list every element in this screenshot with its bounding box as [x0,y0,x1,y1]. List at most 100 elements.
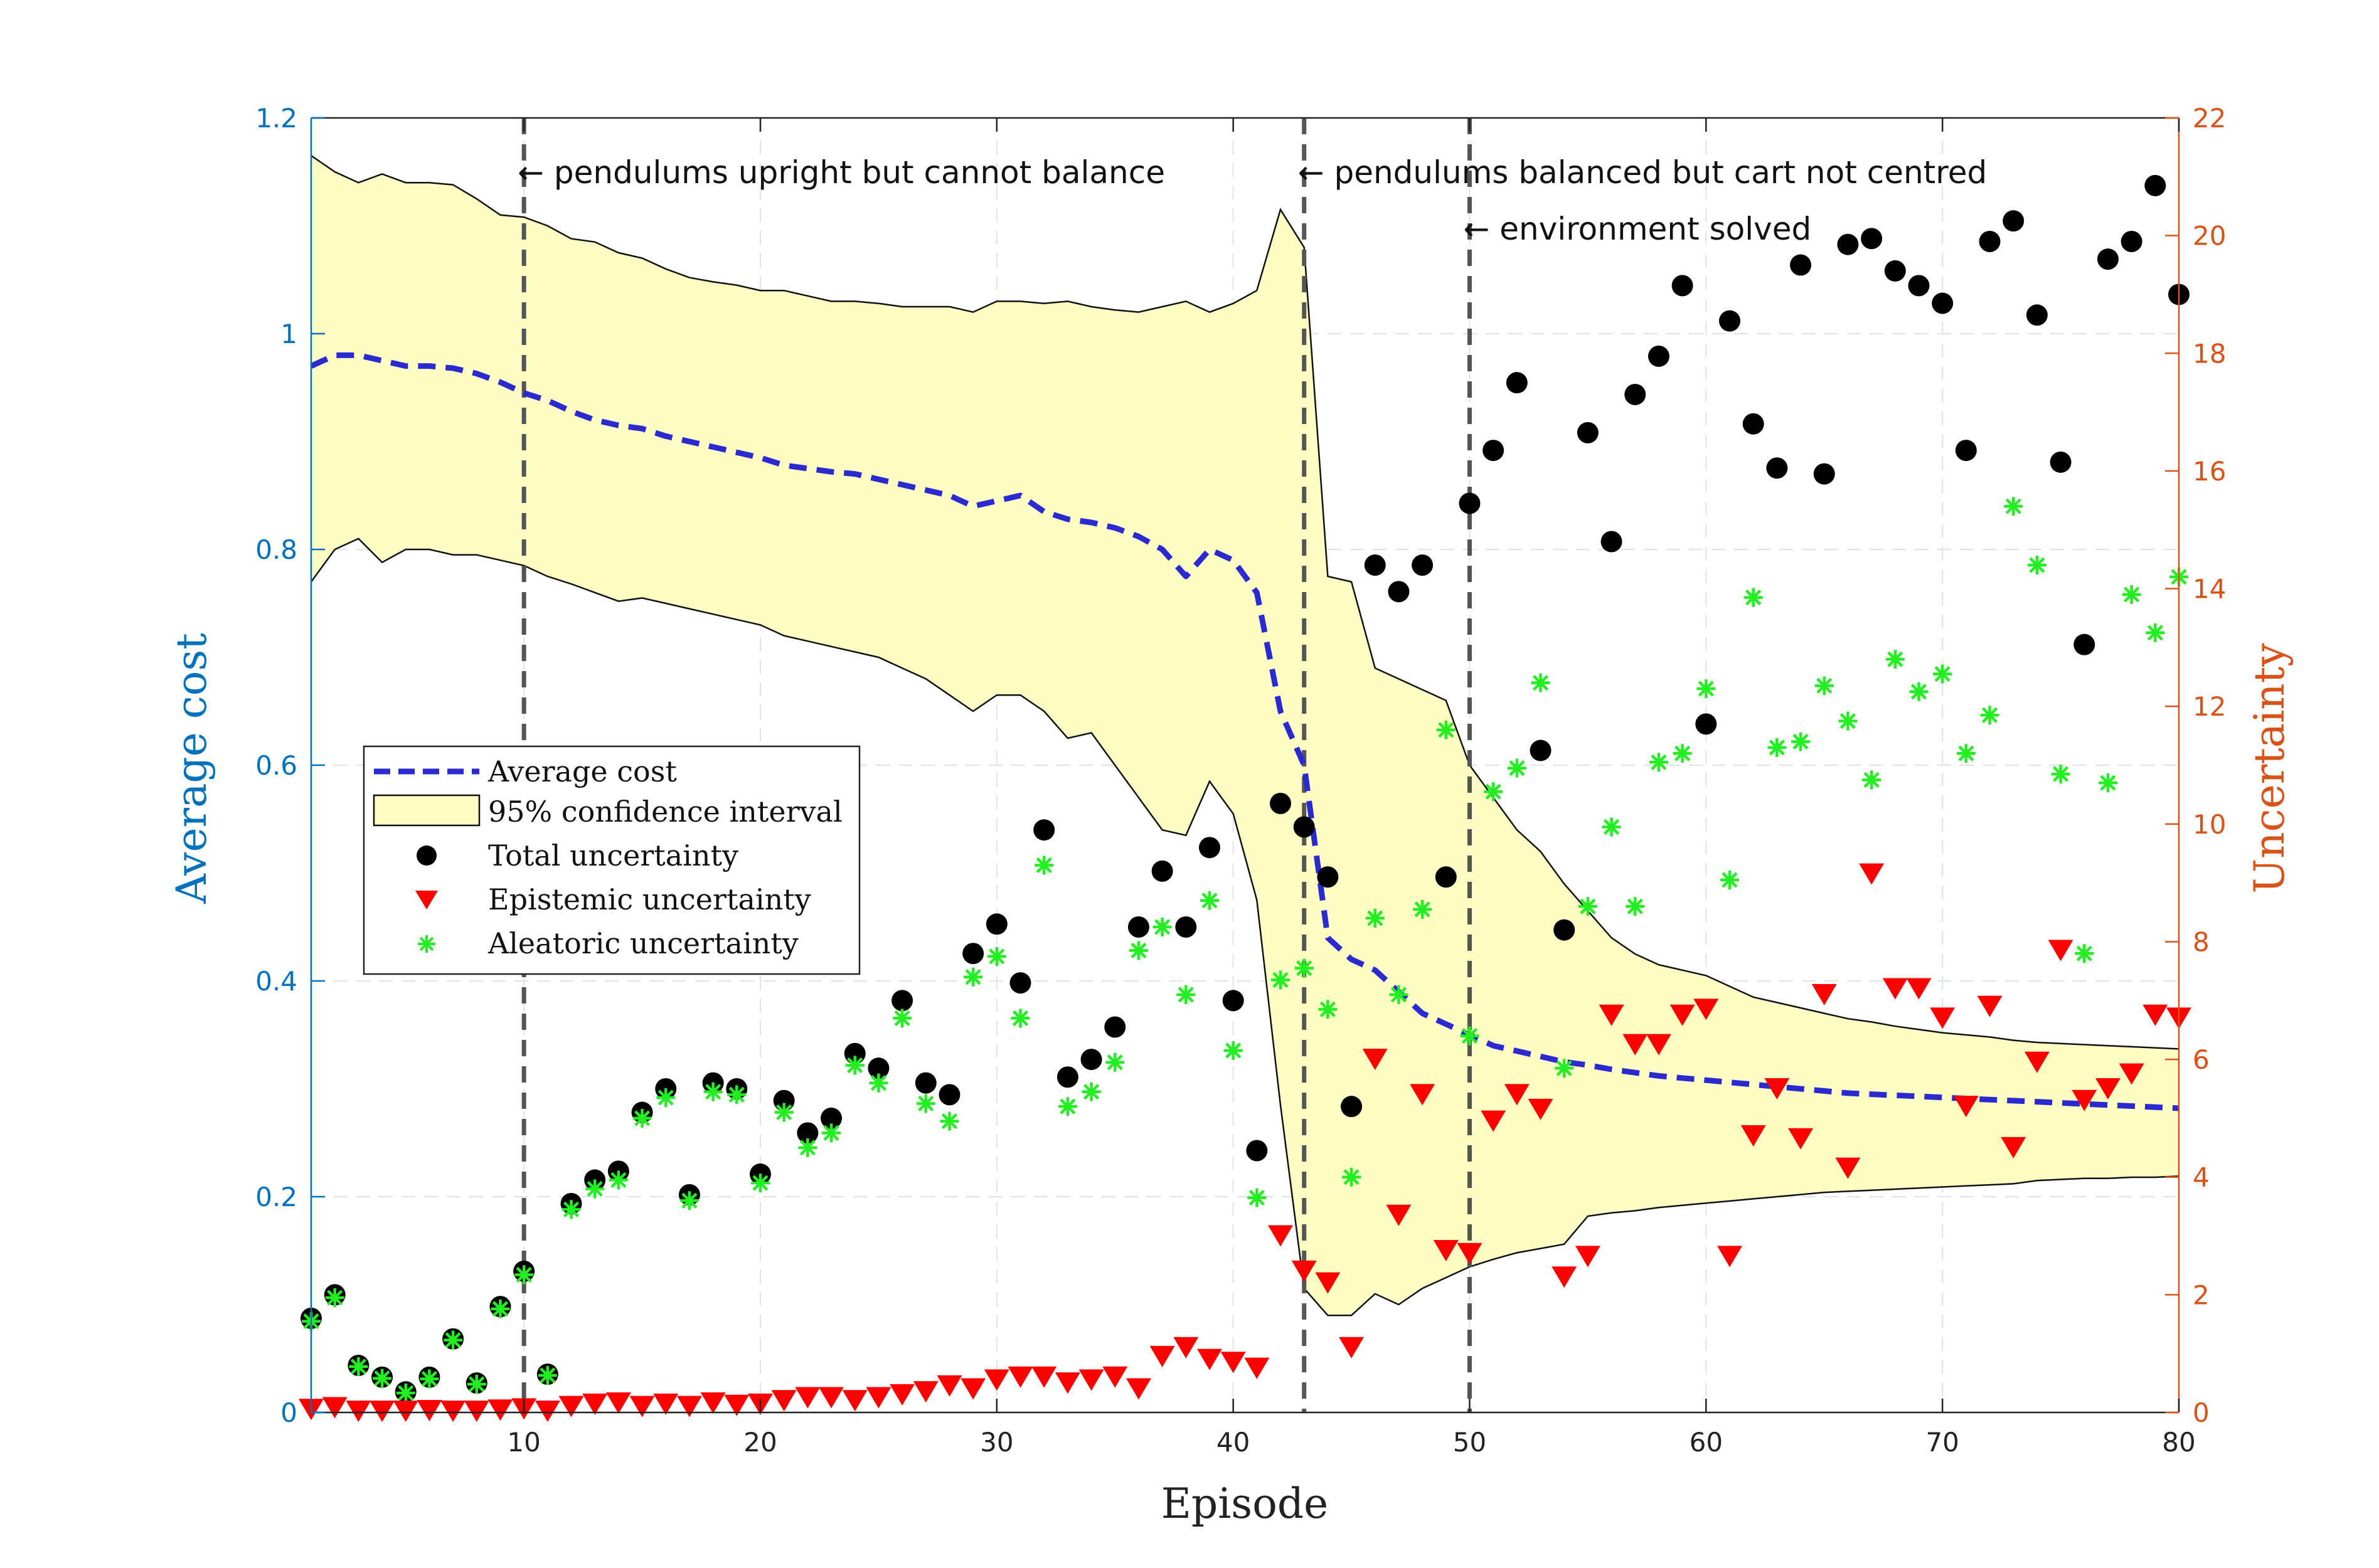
aleatoric-point-77 [2098,773,2117,793]
total-point-56 [1600,531,1622,553]
total-point-79 [2144,174,2166,196]
epistemic-point-7 [440,1401,466,1422]
aleatoric-stroke [1319,1001,1336,1017]
aleatoric-stroke [870,1075,886,1091]
aleatoric-point-39 [1200,891,1219,910]
total-point-44 [1317,866,1339,888]
epistemic-point-39 [1196,1348,1222,1370]
aleatoric-point-34 [1082,1082,1101,1101]
aleatoric-point-42 [1271,970,1291,990]
aleatoric-point-58 [1649,753,1668,772]
ci-lower-edge [310,538,2179,1316]
aleatoric-point-30 [987,946,1006,966]
aleatoric-stroke [1604,818,1620,835]
total-point-35 [1104,1016,1126,1038]
epistemic-point-77 [2095,1078,2121,1099]
total-point-32 [1033,819,1055,841]
aleatoric-stroke [1438,722,1454,738]
epistemic-point-56 [1599,1004,1624,1026]
markers-group [299,174,2191,1422]
epistemic-point-38 [1173,1337,1199,1359]
aleatoric-stroke [1722,872,1738,888]
epistemic-point-19 [724,1394,750,1416]
total-point-75 [2050,451,2072,473]
epistemic-point-30 [984,1369,1009,1391]
epistemic-point-79 [2142,1004,2168,1026]
annotation-2: ← pendulums balanced but cart not centre… [1298,154,1988,191]
aleatoric-point-17 [679,1191,699,1210]
y-right-tick-label-20: 20 [2193,221,2226,252]
aleatoric-stroke [1060,1098,1076,1115]
total-point-71 [1955,440,1977,462]
legend-label-total: Total uncertainty [488,839,738,872]
y-left-tick-label-6: 1.2 [255,103,297,134]
total-point-63 [1766,457,1788,479]
aleatoric-point-21 [774,1103,794,1122]
epistemic-point-53 [1528,1098,1553,1120]
epistemic-point-63 [1764,1078,1790,1099]
epistemic-point-32 [1031,1366,1057,1388]
aleatoric-point-26 [893,1009,912,1028]
aleatoric-stroke [516,1266,532,1283]
epistemic-point-62 [1740,1125,1766,1147]
aleatoric-stroke [1509,760,1525,776]
epistemic-point-45 [1339,1337,1365,1359]
epistemic-point-74 [2024,1051,2050,1073]
aleatoric-point-51 [1484,782,1503,802]
total-point-67 [1861,228,1883,250]
total-point-77 [2097,248,2119,270]
aleatoric-point-76 [2075,944,2094,963]
aleatoric-stroke [1627,898,1643,914]
total-point-40 [1222,990,1244,1012]
total-point-74 [2026,304,2048,326]
total-point-58 [1647,345,1669,367]
legend-swatch-aleatoric [418,935,435,953]
aleatoric-stroke [1580,898,1596,914]
aleatoric-point-50 [1460,1026,1479,1046]
aleatoric-point-57 [1626,897,1645,916]
total-point-59 [1671,275,1693,297]
epistemic-point-68 [1882,978,1908,1000]
y-axis-right-label: Uncertainty [2245,643,2294,894]
aleatoric-point-69 [1909,682,1929,701]
total-point-61 [1719,310,1741,332]
x-tick-label-30: 30 [980,1427,1013,1458]
aleatoric-stroke [1390,987,1407,1003]
epistemic-point-40 [1220,1352,1246,1374]
epistemic-point-8 [464,1401,489,1422]
aleatoric-stroke [1981,707,1998,723]
aleatoric-point-48 [1413,899,1432,919]
x-tick-label-70: 70 [1925,1427,1959,1458]
aleatoric-stroke [1958,745,1974,761]
epistemic-point-34 [1078,1369,1104,1391]
aleatoric-stroke [1863,771,1880,788]
aleatoric-point-9 [491,1299,510,1318]
aleatoric-stroke [1414,901,1430,918]
aleatoric-point-6 [420,1369,439,1389]
aleatoric-stroke [1651,754,1667,770]
aleatoric-stroke [1839,713,1856,729]
aleatoric-stroke [1012,1010,1029,1027]
epistemic-point-76 [2072,1089,2097,1111]
aleatoric-point-24 [845,1056,865,1075]
y-right-tick-label-12: 12 [2193,691,2226,722]
aleatoric-stroke [2147,625,2163,641]
aleatoric-stroke [2005,498,2021,514]
epistemic-point-51 [1481,1110,1506,1132]
aleatoric-stroke [634,1110,651,1126]
epistemic-point-18 [700,1392,726,1414]
axes-group: 10 20 30 40 50 60 70 8000.20.40.60.811.20246810… [255,103,2226,1458]
total-point-36 [1127,916,1149,938]
x-tick-label-60: 60 [1690,1427,1723,1458]
aleatoric-point-60 [1696,679,1716,699]
epistemic-point-29 [961,1378,986,1400]
epistemic-point-61 [1717,1246,1743,1268]
legend: Average cost 95% confidence interval Tot… [363,745,861,975]
epistemic-point-72 [1977,995,2003,1017]
annotations-group: ← pendulums upright but cannot balance ← … [518,154,1987,247]
aleatoric-point-28 [940,1111,959,1131]
aleatoric-stroke [1083,1084,1100,1100]
aleatoric-point-29 [964,967,983,987]
total-point-38 [1175,916,1197,938]
aleatoric-point-53 [1531,673,1550,692]
